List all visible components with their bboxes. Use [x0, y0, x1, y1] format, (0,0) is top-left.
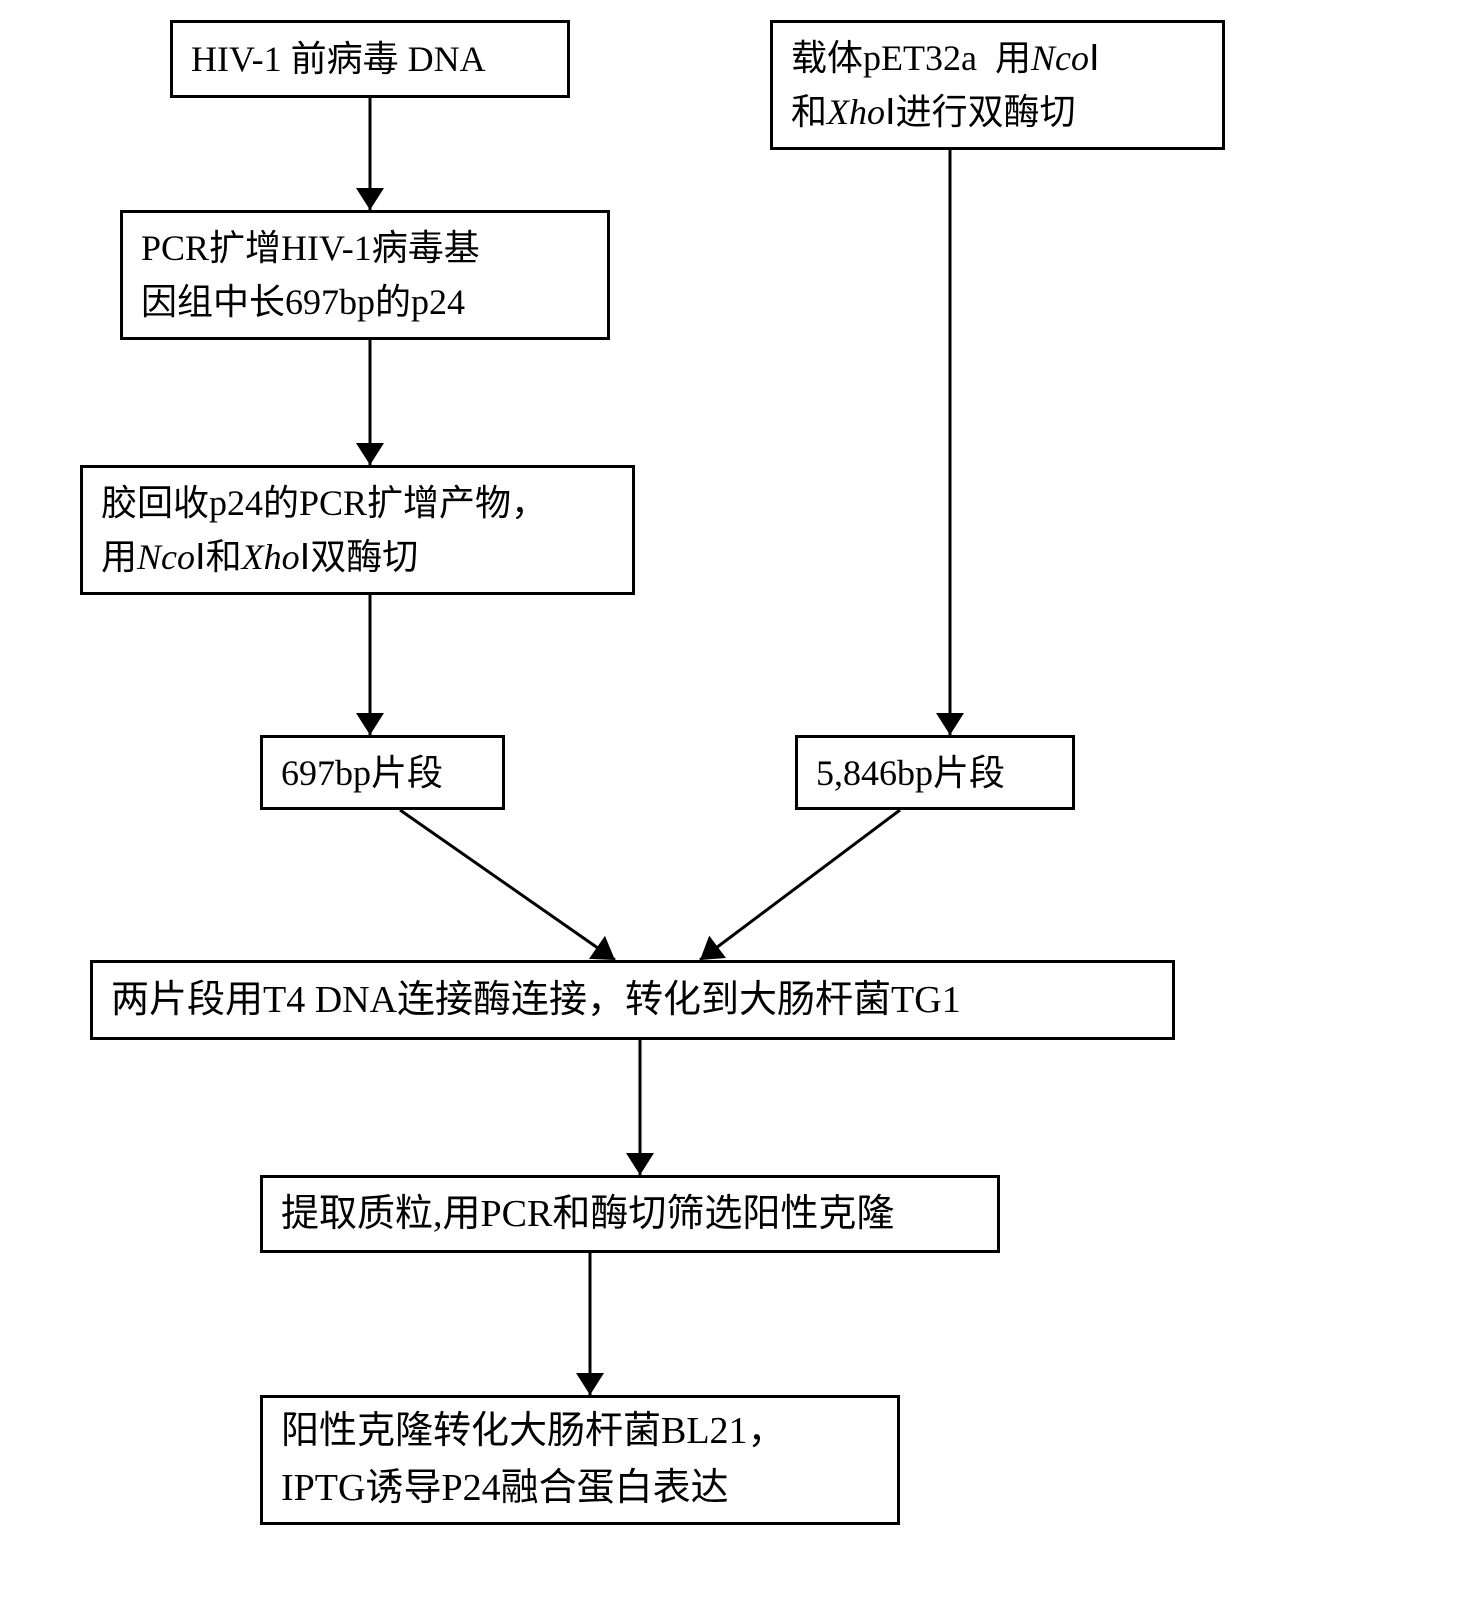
- node-n6: 5,846bp片段: [795, 735, 1075, 810]
- edge-n1-n2: [356, 98, 384, 210]
- node-n1: HIV-1 前病毒 DNA: [170, 20, 570, 98]
- node-n7: 两片段用T4 DNA连接酶连接，转化到大肠杆菌TG1: [90, 960, 1175, 1040]
- node-label: 提取质粒,用PCR和酶切筛选阳性克隆: [281, 1186, 894, 1243]
- edge-n5-n6: [936, 150, 964, 735]
- node-label: 两片段用T4 DNA连接酶连接，转化到大肠杆菌TG1: [111, 972, 961, 1029]
- node-n5: 载体pET32a 用NcoⅠ和XhoⅠ进行双酶切: [770, 20, 1225, 150]
- flowchart-canvas: HIV-1 前病毒 DNA PCR扩增HIV-1病毒基 因组中长697bp的p24…: [0, 0, 1458, 1613]
- node-n3: 胶回收p24的PCR扩增产物，用NcoⅠ和XhoⅠ双酶切: [80, 465, 635, 595]
- node-label: PCR扩增HIV-1病毒基 因组中长697bp的p24: [141, 221, 480, 329]
- node-n9: 阳性克隆转化大肠杆菌BL21， IPTG诱导P24融合蛋白表达: [260, 1395, 900, 1525]
- node-label: 697bp片段: [281, 746, 443, 800]
- node-n8: 提取质粒,用PCR和酶切筛选阳性克隆: [260, 1175, 1000, 1253]
- node-label: 胶回收p24的PCR扩增产物，用NcoⅠ和XhoⅠ双酶切: [101, 476, 547, 584]
- node-n4: 697bp片段: [260, 735, 505, 810]
- edge-n6-n7: [700, 810, 900, 960]
- edge-n2-n3: [356, 340, 384, 465]
- node-label: 阳性克隆转化大肠杆菌BL21， IPTG诱导P24融合蛋白表达: [281, 1403, 786, 1517]
- edge-n7-n8: [626, 1040, 654, 1175]
- node-label: 载体pET32a 用NcoⅠ和XhoⅠ进行双酶切: [791, 31, 1100, 139]
- edge-n4-n7: [400, 810, 615, 960]
- node-label: 5,846bp片段: [816, 746, 1005, 800]
- edge-n8-n9: [576, 1253, 604, 1395]
- node-n2: PCR扩增HIV-1病毒基 因组中长697bp的p24: [120, 210, 610, 340]
- edge-n3-n4: [356, 595, 384, 735]
- node-label: HIV-1 前病毒 DNA: [191, 32, 486, 86]
